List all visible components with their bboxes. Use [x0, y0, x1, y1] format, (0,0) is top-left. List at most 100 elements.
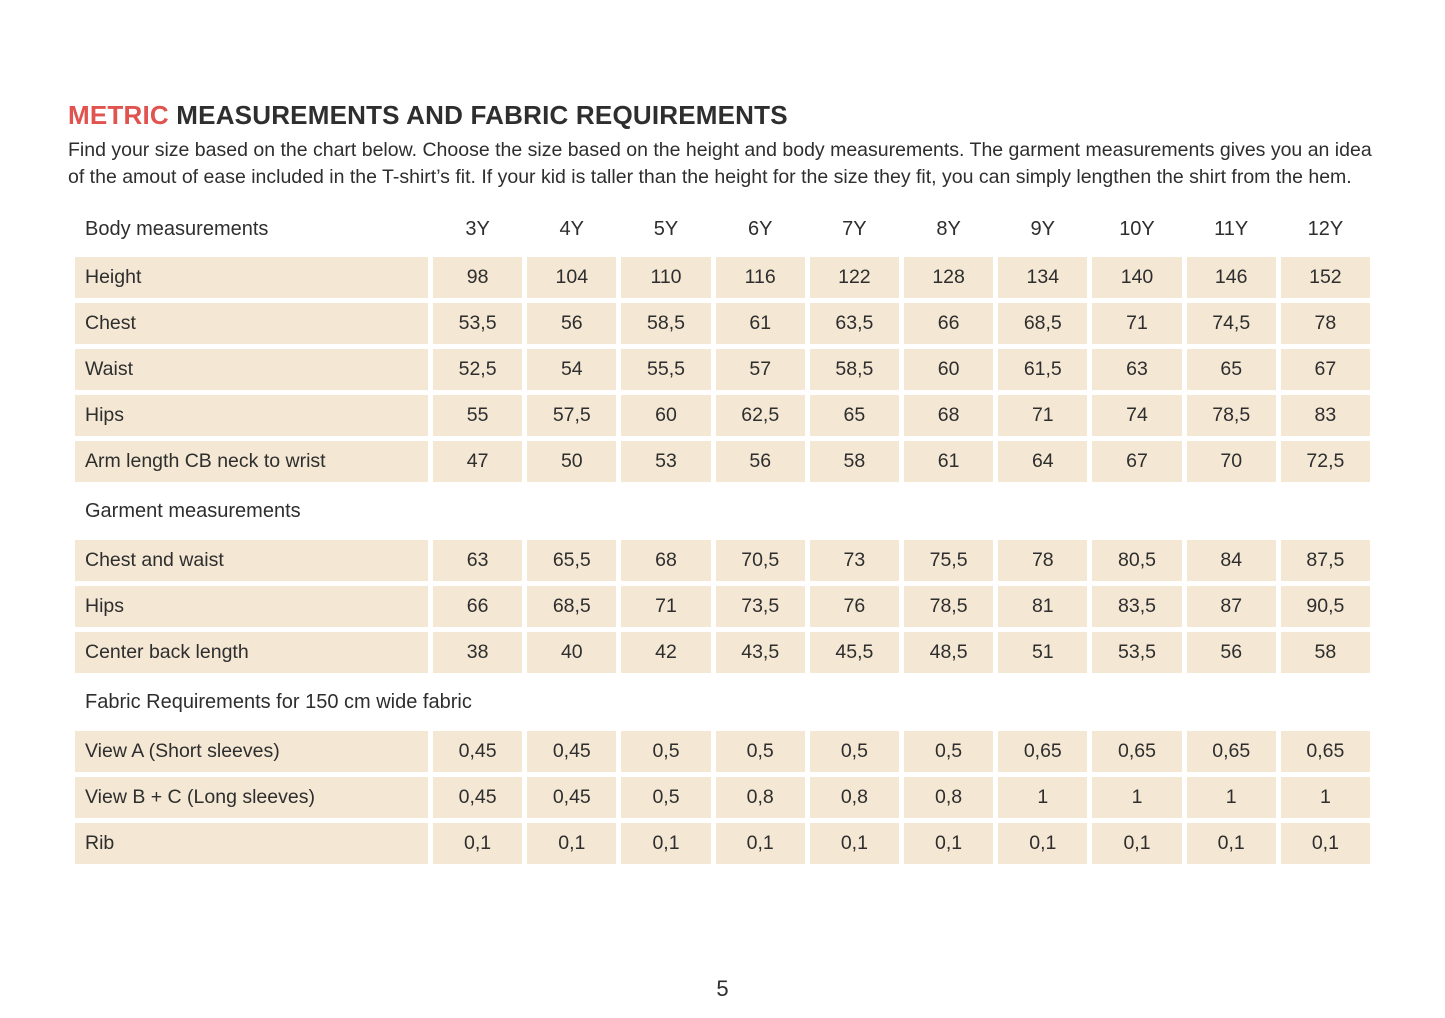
cell-value: 0,1 [715, 823, 805, 864]
size-column-header: 6Y [747, 218, 773, 240]
size-column-header: 9Y [1030, 218, 1056, 240]
page-title: METRIC MEASUREMENTS AND FABRIC REQUIREME… [68, 100, 1378, 130]
cell-value: 0,1 [998, 823, 1088, 864]
row-label: View B + C (Long sleeves) [75, 777, 428, 818]
cell-value: 0,1 [809, 823, 899, 864]
cell-value: 0,65 [998, 731, 1088, 772]
cell-value: 0,5 [715, 731, 805, 772]
cell-value: 50 [527, 441, 617, 482]
cell-value: 73 [809, 540, 899, 581]
size-column-header: 10Y [1119, 218, 1155, 240]
cell-value: 146 [1186, 257, 1276, 298]
row-label: Chest and waist [75, 540, 428, 581]
row-label: Hips [75, 395, 428, 436]
cell-value: 0,65 [1092, 731, 1182, 772]
cell-value: 81 [998, 586, 1088, 627]
cell-value: 72,5 [1280, 441, 1370, 482]
row-label: Chest [75, 303, 428, 344]
page-content: METRIC MEASUREMENTS AND FABRIC REQUIREME… [68, 100, 1378, 864]
cell-value: 71 [1092, 303, 1182, 344]
cell-value: 58,5 [621, 303, 711, 344]
cell-value: 0,45 [433, 777, 523, 818]
cell-value: 57 [715, 349, 805, 390]
table-row: Hips 66 68,5 71 73,5 76 78,5 81 83,5 87 90,5 [75, 586, 1370, 627]
cell-value: 78 [998, 540, 1088, 581]
size-table: Body measurements 3Y 4Y 5Y 6Y 7Y 8Y 9Y 10Y 11Y 12Y… [75, 209, 1370, 864]
cell-value: 140 [1092, 257, 1182, 298]
cell-value: 152 [1280, 257, 1370, 298]
cell-value: 66 [903, 303, 994, 344]
cell-value: 53 [621, 441, 711, 482]
cell-value: 104 [527, 257, 617, 298]
table-row: Waist 52,5 54 55,5 57 58,5 60 61,5 63 65 67 [75, 349, 1370, 390]
cell-value: 0,5 [621, 731, 711, 772]
cell-value: 0,45 [527, 777, 617, 818]
cell-value: 55,5 [621, 349, 711, 390]
cell-value: 67 [1280, 349, 1370, 390]
cell-value: 62,5 [715, 395, 805, 436]
cell-value: 90,5 [1280, 586, 1370, 627]
cell-value: 60 [903, 349, 994, 390]
table-row: Height 98 104 110 116 122 128 134 140 146 152 [75, 257, 1370, 298]
cell-value: 68 [621, 540, 711, 581]
cell-value: 40 [527, 632, 617, 673]
cell-value: 78,5 [1186, 395, 1276, 436]
table-row: Chest and waist 63 65,5 68 70,5 73 75,5 78 80,5 8… [75, 540, 1370, 581]
cell-value: 0,65 [1186, 731, 1276, 772]
cell-value: 58 [809, 441, 899, 482]
cell-value: 0,1 [1092, 823, 1182, 864]
cell-value: 71 [621, 586, 711, 627]
row-label: View A (Short sleeves) [75, 731, 428, 772]
row-label: Waist [75, 349, 428, 390]
cell-value: 0,5 [809, 731, 899, 772]
cell-value: 61,5 [998, 349, 1088, 390]
cell-value: 0,1 [1280, 823, 1370, 864]
cell-value: 78 [1280, 303, 1370, 344]
cell-value: 0,1 [527, 823, 617, 864]
cell-value: 56 [527, 303, 617, 344]
cell-value: 70 [1186, 441, 1276, 482]
cell-value: 63,5 [809, 303, 899, 344]
cell-value: 61 [715, 303, 805, 344]
cell-value: 70,5 [715, 540, 805, 581]
size-column-header: 3Y [465, 218, 490, 240]
table-row: View B + C (Long sleeves) 0,45 0,45 0,5 0,8 0… [75, 777, 1370, 818]
cell-value: 68,5 [998, 303, 1088, 344]
table-row: Hips 55 57,5 60 62,5 65 68 71 74 78,5 83 [75, 395, 1370, 436]
cell-value: 84 [1186, 540, 1276, 581]
intro-paragraph: Find your size based on the chart below.… [68, 139, 1372, 188]
cell-value: 65 [809, 395, 899, 436]
cell-value: 0,8 [715, 777, 805, 818]
cell-value: 67 [1092, 441, 1182, 482]
cell-value: 53,5 [1092, 632, 1182, 673]
cell-value: 53,5 [433, 303, 523, 344]
cell-value: 116 [715, 257, 805, 298]
cell-value: 55 [433, 395, 523, 436]
row-label: Hips [75, 586, 428, 627]
cell-value: 66 [433, 586, 523, 627]
cell-value: 51 [998, 632, 1088, 673]
table-row: View A (Short sleeves) 0,45 0,45 0,5 0,5 0,5 0… [75, 731, 1370, 772]
cell-value: 38 [433, 632, 523, 673]
cell-value: 80,5 [1092, 540, 1182, 581]
cell-value: 0,8 [809, 777, 899, 818]
cell-value: 1 [1092, 777, 1182, 818]
cell-value: 122 [809, 257, 899, 298]
cell-value: 63 [433, 540, 523, 581]
cell-value: 0,8 [903, 777, 994, 818]
cell-value: 56 [715, 441, 805, 482]
cell-value: 1 [1280, 777, 1370, 818]
cell-value: 68 [903, 395, 994, 436]
size-column-header: 5Y [653, 218, 679, 240]
size-column-header: 12Y [1307, 218, 1344, 240]
cell-value: 71 [998, 395, 1088, 436]
cell-value: 65,5 [527, 540, 617, 581]
size-column-header: 8Y [936, 218, 961, 240]
cell-value: 42 [621, 632, 711, 673]
size-column-header: 4Y [559, 218, 585, 240]
cell-value: 0,5 [903, 731, 994, 772]
size-column-header: 7Y [842, 218, 867, 240]
section-heading: Fabric Requirements for 150 cm wide fabr… [85, 691, 472, 713]
cell-value: 1 [1186, 777, 1276, 818]
